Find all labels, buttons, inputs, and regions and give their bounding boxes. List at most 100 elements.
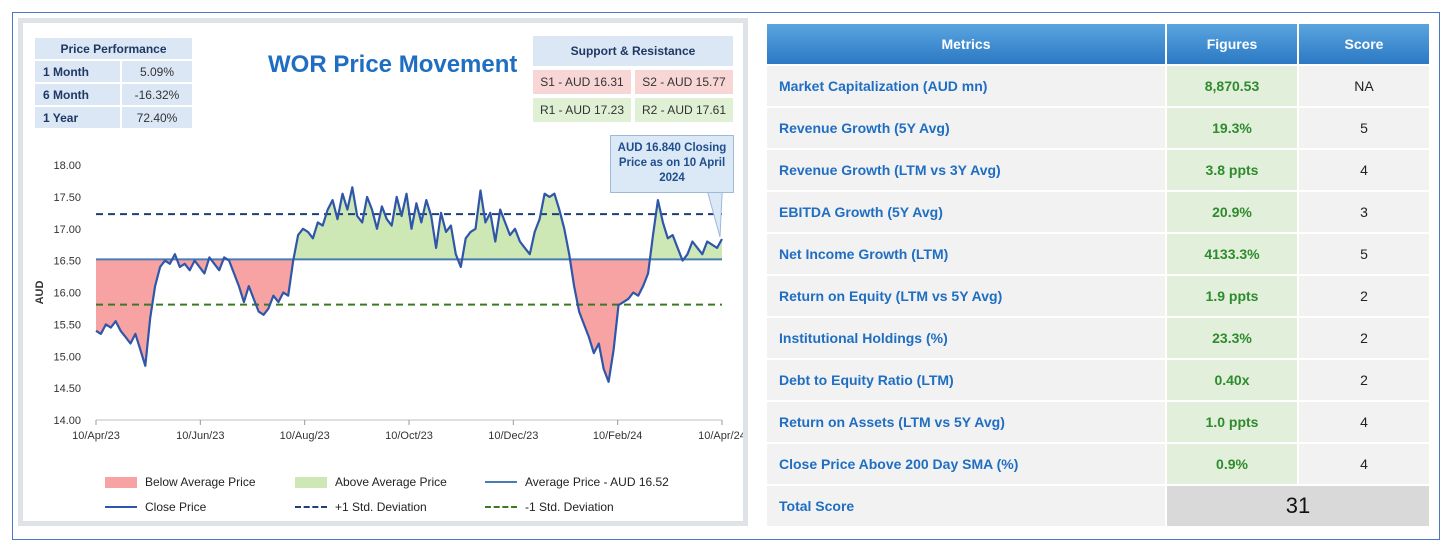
legend-label: Average Price - AUD 16.52 xyxy=(525,475,669,489)
closing-price-callout: AUD 16.840 Closing Price as on 10 April … xyxy=(610,135,734,193)
metric-name: Return on Equity (LTM vs 5Y Avg) xyxy=(767,276,1165,316)
metric-figure: 1.0 ppts xyxy=(1167,402,1297,442)
metric-row: Revenue Growth (5Y Avg) 19.3% 5 xyxy=(767,108,1429,148)
legend-label: Close Price xyxy=(145,500,207,514)
metric-score: 5 xyxy=(1299,108,1429,148)
x-tick-label: 10/Jun/23 xyxy=(176,430,224,442)
period-value: 5.09% xyxy=(122,61,192,82)
y-tick-label: 15.50 xyxy=(53,319,81,331)
support-resistance-box: Support & Resistance S1 - AUD 16.31 S2 -… xyxy=(533,36,733,126)
x-tick-label: 10/Feb/24 xyxy=(593,430,643,442)
metric-figure: 0.40x xyxy=(1167,360,1297,400)
legend-label: +1 Std. Deviation xyxy=(335,500,427,514)
metric-name: EBITDA Growth (5Y Avg) xyxy=(767,192,1165,232)
metric-row: Return on Assets (LTM vs 5Y Avg) 1.0 ppt… xyxy=(767,402,1429,442)
callout-line: Price as on 10 April xyxy=(618,157,726,169)
price-performance-row: 6 Month -16.32% xyxy=(35,84,192,105)
x-tick-label: 10/Apr/24 xyxy=(698,430,743,442)
metric-score: 4 xyxy=(1299,444,1429,484)
metric-score: NA xyxy=(1299,66,1429,106)
metric-name: Revenue Growth (LTM vs 3Y Avg) xyxy=(767,150,1165,190)
plus-std-dev-swatch xyxy=(295,506,327,508)
metric-figure: 8,870.53 xyxy=(1167,66,1297,106)
metric-score: 5 xyxy=(1299,234,1429,274)
period-value: 72.40% xyxy=(122,107,192,128)
metric-name: Debt to Equity Ratio (LTM) xyxy=(767,360,1165,400)
period-value: -16.32% xyxy=(122,84,192,105)
price-chart-panel: 14.00 14.50 15.00 15.50 16.00 16.50 17.00 17.50… xyxy=(18,18,748,526)
minus-std-dev-swatch xyxy=(485,506,517,508)
support-resistance-header: Support & Resistance xyxy=(533,36,733,66)
legend-average-price: Average Price - AUD 16.52 xyxy=(485,475,669,489)
total-score-row: Total Score 31 xyxy=(767,486,1429,526)
period-label: 6 Month xyxy=(35,84,120,105)
metric-name: Market Capitalization (AUD mn) xyxy=(767,66,1165,106)
y-tick-label: 16.50 xyxy=(53,256,81,268)
legend-above-average: Above Average Price xyxy=(295,475,447,489)
period-label: 1 Month xyxy=(35,61,120,82)
y-tick-label: 14.50 xyxy=(53,383,81,395)
metric-figure: 3.8 ppts xyxy=(1167,150,1297,190)
support-1-label: S1 - AUD 16.31 xyxy=(533,70,631,94)
metric-score: 2 xyxy=(1299,318,1429,358)
metric-figure: 0.9% xyxy=(1167,444,1297,484)
metric-score: 2 xyxy=(1299,276,1429,316)
legend-label: Below Average Price xyxy=(145,475,256,489)
metric-row: Return on Equity (LTM vs 5Y Avg) 1.9 ppt… xyxy=(767,276,1429,316)
average-line-swatch xyxy=(485,481,517,483)
metric-score: 2 xyxy=(1299,360,1429,400)
metric-name: Net Income Growth (LTM) xyxy=(767,234,1165,274)
legend-plus-std-dev: +1 Std. Deviation xyxy=(295,500,427,514)
y-tick-label: 16.00 xyxy=(53,288,81,300)
metric-score: 4 xyxy=(1299,150,1429,190)
close-price-line xyxy=(95,186,723,383)
legend-close-price: Close Price xyxy=(105,500,206,514)
callout-line: AUD 16.840 Closing xyxy=(617,142,727,154)
below-average-area xyxy=(96,259,684,382)
metric-row: Institutional Holdings (%) 23.3% 2 xyxy=(767,318,1429,358)
figures-header: Figures xyxy=(1167,24,1297,64)
period-label: 1 Year xyxy=(35,107,120,128)
metric-name: Revenue Growth (5Y Avg) xyxy=(767,108,1165,148)
above-average-swatch xyxy=(295,476,327,488)
callout-line: 2024 xyxy=(659,172,685,184)
metric-row: Debt to Equity Ratio (LTM) 0.40x 2 xyxy=(767,360,1429,400)
metric-score: 3 xyxy=(1299,192,1429,232)
metrics-table: Metrics Figures Score Market Capitalizat… xyxy=(765,22,1431,528)
price-performance-table: Price Performance 1 Month 5.09% 6 Month … xyxy=(33,36,194,130)
metric-figure: 23.3% xyxy=(1167,318,1297,358)
x-tick-label: 10/Aug/23 xyxy=(280,430,330,442)
metric-score: 4 xyxy=(1299,402,1429,442)
y-tick-label: 18.00 xyxy=(53,160,81,172)
below-average-swatch xyxy=(105,476,137,488)
metric-figure: 1.9 ppts xyxy=(1167,276,1297,316)
close-line-swatch xyxy=(105,506,137,508)
metric-figure: 4133.3% xyxy=(1167,234,1297,274)
price-chart-area: 14.00 14.50 15.00 15.50 16.00 16.50 17.00 17.50… xyxy=(23,23,743,521)
support-2-label: S2 - AUD 15.77 xyxy=(635,70,733,94)
price-performance-row: 1 Year 72.40% xyxy=(35,107,192,128)
metric-name: Institutional Holdings (%) xyxy=(767,318,1165,358)
x-tick-label: 10/Oct/23 xyxy=(385,430,433,442)
legend-below-average: Below Average Price xyxy=(105,475,256,489)
price-chart: 14.00 14.50 15.00 15.50 16.00 16.50 17.00 17.50… xyxy=(34,160,743,442)
x-tick-label: 10/Apr/23 xyxy=(72,430,120,442)
price-performance-row: 1 Month 5.09% xyxy=(35,61,192,82)
metrics-header: Metrics xyxy=(767,24,1165,64)
x-tick-label: 10/Dec/23 xyxy=(488,430,538,442)
legend-label: -1 Std. Deviation xyxy=(525,500,614,514)
score-header: Score xyxy=(1299,24,1429,64)
above-average-area xyxy=(172,187,722,260)
total-score-label: Total Score xyxy=(767,486,1165,526)
resistance-1-label: R1 - AUD 17.23 xyxy=(533,98,631,122)
metrics-panel: Metrics Figures Score Market Capitalizat… xyxy=(765,22,1431,528)
y-tick-label: 14.00 xyxy=(53,415,81,427)
total-score-value: 31 xyxy=(1167,486,1429,526)
metric-name: Return on Assets (LTM vs 5Y Avg) xyxy=(767,402,1165,442)
metric-row: Net Income Growth (LTM) 4133.3% 5 xyxy=(767,234,1429,274)
metric-figure: 19.3% xyxy=(1167,108,1297,148)
chart-title: WOR Price Movement xyxy=(268,51,518,78)
y-tick-label: 17.50 xyxy=(53,192,81,204)
y-tick-label: 17.00 xyxy=(53,224,81,236)
metric-row: EBITDA Growth (5Y Avg) 20.9% 3 xyxy=(767,192,1429,232)
